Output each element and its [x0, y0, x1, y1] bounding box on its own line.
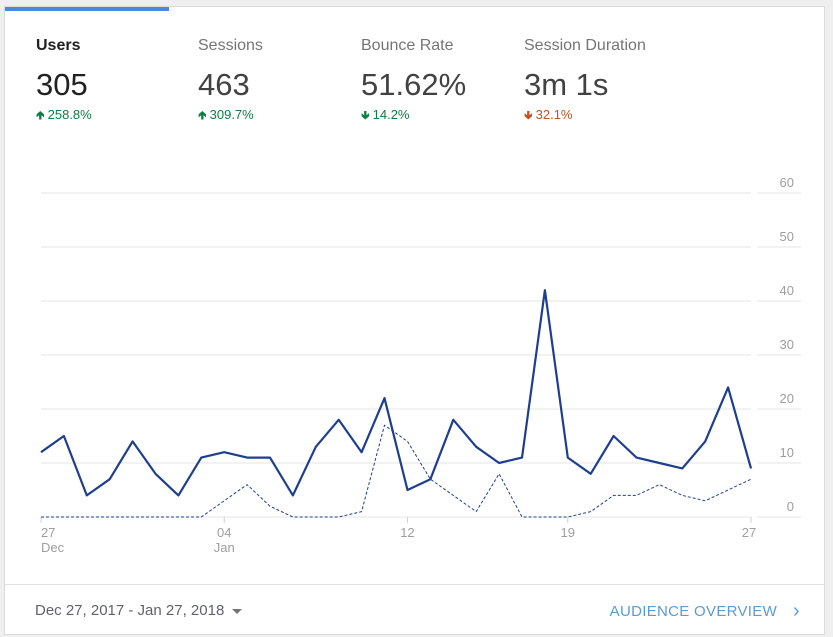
arrow-up-icon: 🢁 — [198, 107, 207, 122]
metric-bounce-rate-delta: 🢃 14.2% — [361, 107, 521, 122]
audience-card: Users 305 🢁 258.8% Sessions 463 🢁 309.7%… — [4, 6, 825, 635]
x-tick-month-label: Jan — [214, 540, 235, 555]
caret-down-icon — [232, 609, 243, 614]
x-tick-label: 04 — [217, 525, 231, 540]
metric-sessions-delta: 🢁 309.7% — [198, 107, 358, 122]
metric-session-duration-value: 3m 1s — [524, 67, 609, 102]
y-tick-label: 10 — [780, 445, 794, 460]
arrow-down-icon: 🢃 — [361, 107, 370, 122]
y-tick-label: 0 — [787, 499, 794, 514]
metric-users-delta: 🢁 258.8% — [36, 107, 196, 122]
metric-bounce-rate-label: Bounce Rate — [361, 37, 454, 54]
y-tick-label: 30 — [780, 337, 794, 352]
comparison-series-line — [41, 424, 752, 518]
metric-session-duration-label: Session Duration — [524, 37, 646, 54]
metric-session-duration-delta: 🢃 32.1% — [524, 107, 724, 122]
card-footer: Dec 27, 2017 - Jan 27, 2018 AUDIENCE OVE… — [5, 584, 824, 636]
date-range-label: Dec 27, 2017 - Jan 27, 2018 — [35, 602, 225, 619]
arrow-down-icon: 🢃 — [524, 107, 533, 122]
y-tick-label: 40 — [780, 283, 794, 298]
x-tick-label: 12 — [400, 525, 414, 540]
x-tick-month-label: Dec — [41, 540, 65, 555]
chevron-right-icon: › — [793, 600, 800, 622]
metric-sessions-delta-value: 309.7% — [209, 107, 254, 122]
x-tick-label: 27 — [742, 525, 756, 540]
metric-session-duration[interactable]: Session Duration 3m 1s 🢃 32.1% — [524, 37, 724, 122]
audience-overview-label: AUDIENCE OVERVIEW — [609, 602, 778, 620]
metric-session-duration-delta-value: 32.1% — [535, 107, 573, 122]
y-tick-label: 60 — [780, 175, 794, 190]
metric-sessions-value: 463 — [198, 67, 250, 102]
metric-users-value: 305 — [36, 67, 88, 102]
metric-users[interactable]: Users 305 🢁 258.8% — [36, 37, 196, 122]
metric-bounce-rate-delta-value: 14.2% — [372, 107, 410, 122]
x-tick-label: 27 — [41, 525, 55, 540]
arrow-up-icon: 🢁 — [36, 107, 45, 122]
y-tick-label: 20 — [780, 391, 794, 406]
x-tick-label: 19 — [561, 525, 575, 540]
active-metric-indicator — [5, 7, 169, 11]
y-tick-label: 50 — [780, 229, 794, 244]
metric-users-label: Users — [36, 37, 81, 54]
metric-bounce-rate-value: 51.62% — [361, 67, 467, 102]
metric-sessions[interactable]: Sessions 463 🢁 309.7% — [198, 37, 358, 122]
date-range-selector[interactable]: Dec 27, 2017 - Jan 27, 2018 — [35, 602, 243, 619]
users-series-line — [40, 289, 753, 497]
metric-users-delta-value: 258.8% — [47, 107, 92, 122]
metric-bounce-rate[interactable]: Bounce Rate 51.62% 🢃 14.2% — [361, 37, 521, 122]
metric-sessions-label: Sessions — [198, 37, 263, 54]
audience-overview-link[interactable]: AUDIENCE OVERVIEW › — [610, 601, 800, 621]
